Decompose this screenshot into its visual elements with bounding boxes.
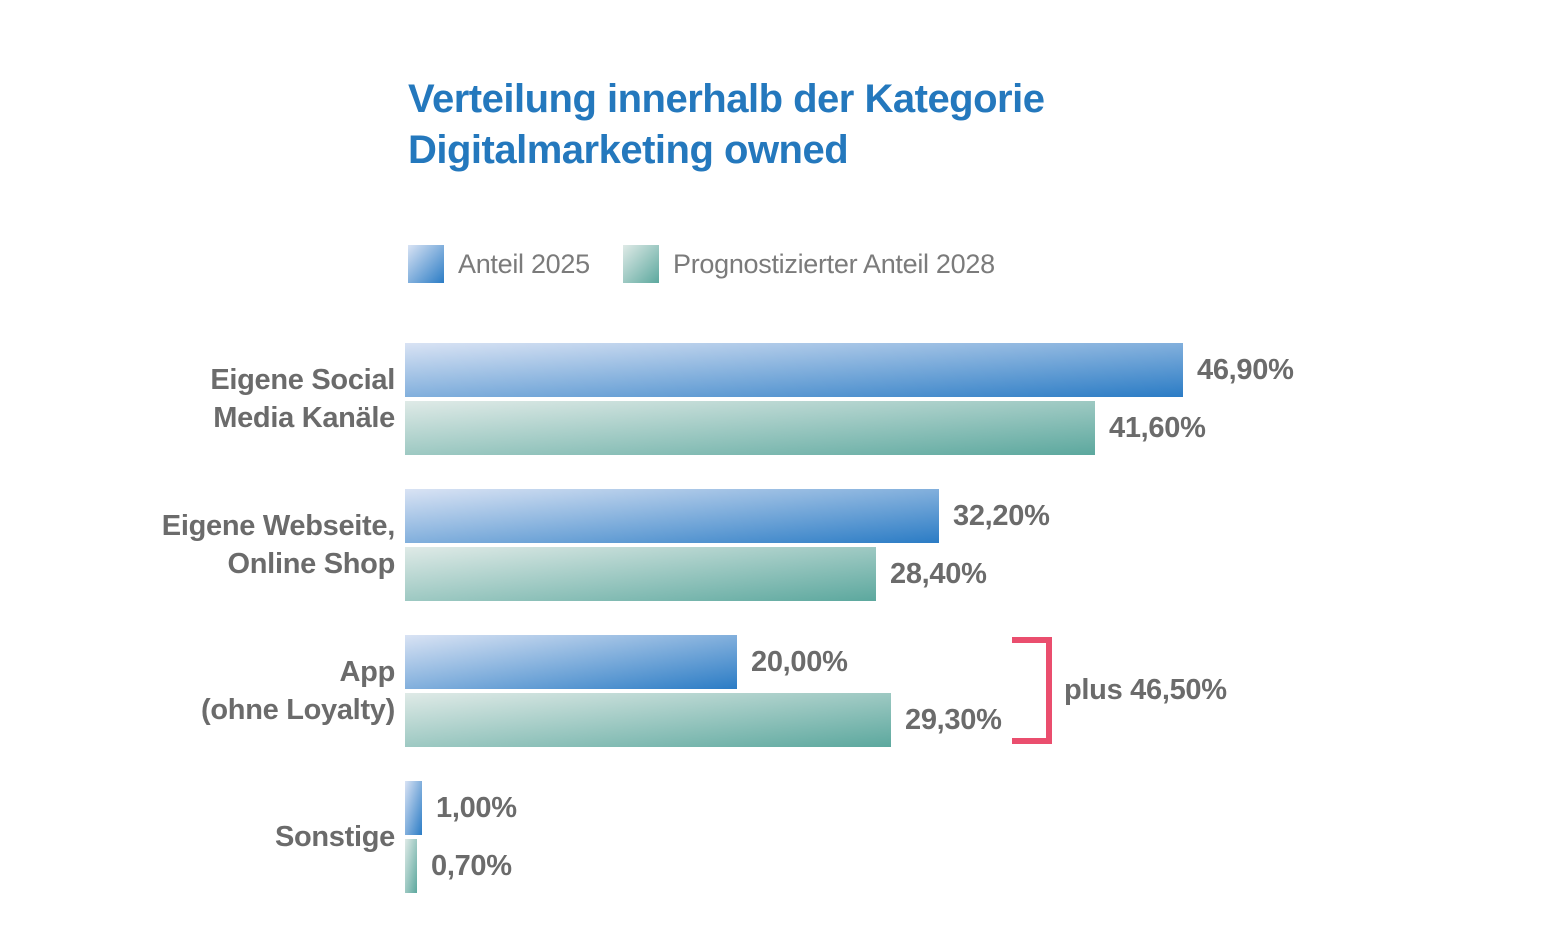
bar-2028-sonstige <box>405 839 417 893</box>
value-label-2025: 32,20% <box>953 499 1050 532</box>
category-label-webseite: Eigene Webseite, Online Shop <box>60 489 396 601</box>
bar-group-webseite: Eigene Webseite, Online Shop 32,20% 28,4… <box>0 489 1548 601</box>
legend-label-2025: Anteil 2025 <box>458 248 590 279</box>
value-label-2025: 1,00% <box>436 791 517 824</box>
category-label-line: App <box>339 656 396 688</box>
category-label-line: Sonstige <box>274 821 395 853</box>
value-label-2028: 28,40% <box>890 557 987 590</box>
bar-2028-webseite <box>405 547 876 601</box>
category-label-line: Eigene Webseite, <box>161 510 396 542</box>
increase-annotation: plus 46,50% <box>1064 674 1227 706</box>
chart-title-line-2: Digitalmarketing owned <box>408 128 849 172</box>
bar-2025-webseite <box>405 489 939 543</box>
category-label-line: Media Kanäle <box>213 402 395 434</box>
category-label-line: Eigene Social <box>210 364 395 396</box>
bar-2025-social-media <box>405 343 1183 397</box>
bar-2028-social-media <box>405 401 1095 455</box>
category-label-line: (ohne Loyalty) <box>201 694 395 726</box>
category-label-app: App (ohne Loyalty) <box>60 635 395 747</box>
value-label-2028: 0,70% <box>431 849 512 882</box>
bar-2025-app <box>405 635 737 689</box>
legend-swatch-2025 <box>408 245 444 283</box>
legend-item-anteil-2025: Anteil 2025 <box>408 245 590 283</box>
bar-2025-sonstige <box>405 781 422 835</box>
value-label-2028: 29,30% <box>905 703 1002 736</box>
bar-group-app: App (ohne Loyalty) 20,00% 29,30% <box>0 635 1548 747</box>
value-label-2025: 20,00% <box>751 645 848 678</box>
bar-group-social-media: Eigene Social Media Kanäle 46,90% 41,60% <box>0 343 1548 455</box>
chart-title: Verteilung innerhalb der Kategorie Digit… <box>408 74 1168 176</box>
category-label-line: Online Shop <box>227 548 396 580</box>
legend-swatch-2028 <box>623 245 659 283</box>
increase-bracket <box>1012 637 1052 744</box>
chart-title-line-1: Verteilung innerhalb der Kategorie <box>408 77 1045 121</box>
category-label-social-media: Eigene Social Media Kanäle <box>60 343 395 455</box>
category-label-sonstige: Sonstige <box>60 781 395 893</box>
legend-label-2028: Prognostizierter Anteil 2028 <box>673 248 995 279</box>
bar-2028-app <box>405 693 891 747</box>
bar-group-sonstige: Sonstige 1,00% 0,70% <box>0 781 1548 893</box>
legend-item-anteil-2028: Prognostizierter Anteil 2028 <box>623 245 995 283</box>
value-label-2025: 46,90% <box>1197 353 1294 386</box>
value-label-2028: 41,60% <box>1109 411 1206 444</box>
